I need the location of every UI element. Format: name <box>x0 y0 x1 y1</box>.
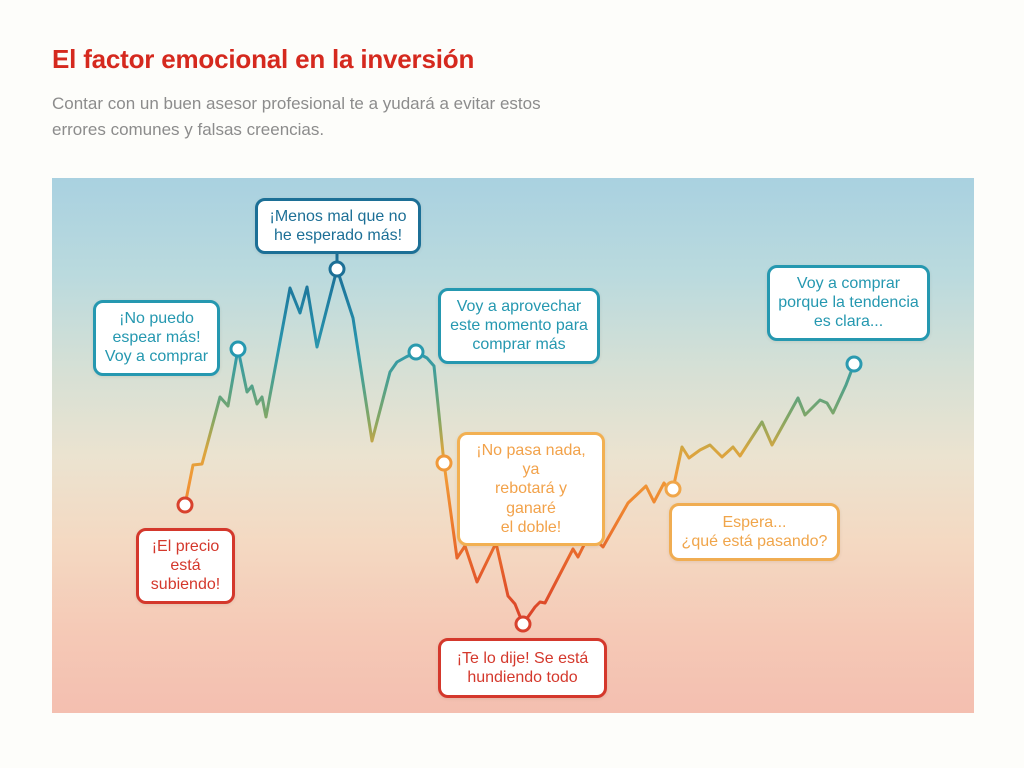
line-marker-dot <box>664 480 682 498</box>
line-marker-dot <box>435 454 453 472</box>
callout-no-puedo-esperar: ¡No puedo espear más! Voy a comprar <box>93 300 220 376</box>
page-title: El factor emocional en la inversión <box>52 44 475 74</box>
callout-te-lo-dije: ¡Te lo dije! Se está hundiendo todo <box>438 638 607 698</box>
line-marker-dot <box>229 340 247 358</box>
callout-el-precio: ¡El precio está subiendo! <box>136 528 235 604</box>
emotional-investing-chart: ¡No puedo espear más! Voy a comprar ¡Men… <box>52 178 974 713</box>
price-line-chart <box>176 252 863 633</box>
line-marker-dot <box>328 260 346 278</box>
page-header: El factor emocional en la inversión Cont… <box>52 44 752 144</box>
callout-tendencia-clara: Voy a comprar porque la tendencia es cla… <box>767 265 930 341</box>
callout-aprovechar: Voy a aprovechar este momento para compr… <box>438 288 600 364</box>
callout-no-pasa-nada: ¡No pasa nada, ya rebotará y ganaré el d… <box>457 432 605 546</box>
page-subtitle: Contar con un buen asesor profesional te… <box>52 94 541 140</box>
line-marker-dot <box>845 355 863 373</box>
callout-espera: Espera... ¿qué está pasando? <box>669 503 840 561</box>
line-marker-dot <box>514 615 532 633</box>
line-marker-dot <box>407 343 425 361</box>
line-marker-dot <box>176 496 194 514</box>
callout-menos-mal: ¡Menos mal que no he esperado más! <box>255 198 421 255</box>
